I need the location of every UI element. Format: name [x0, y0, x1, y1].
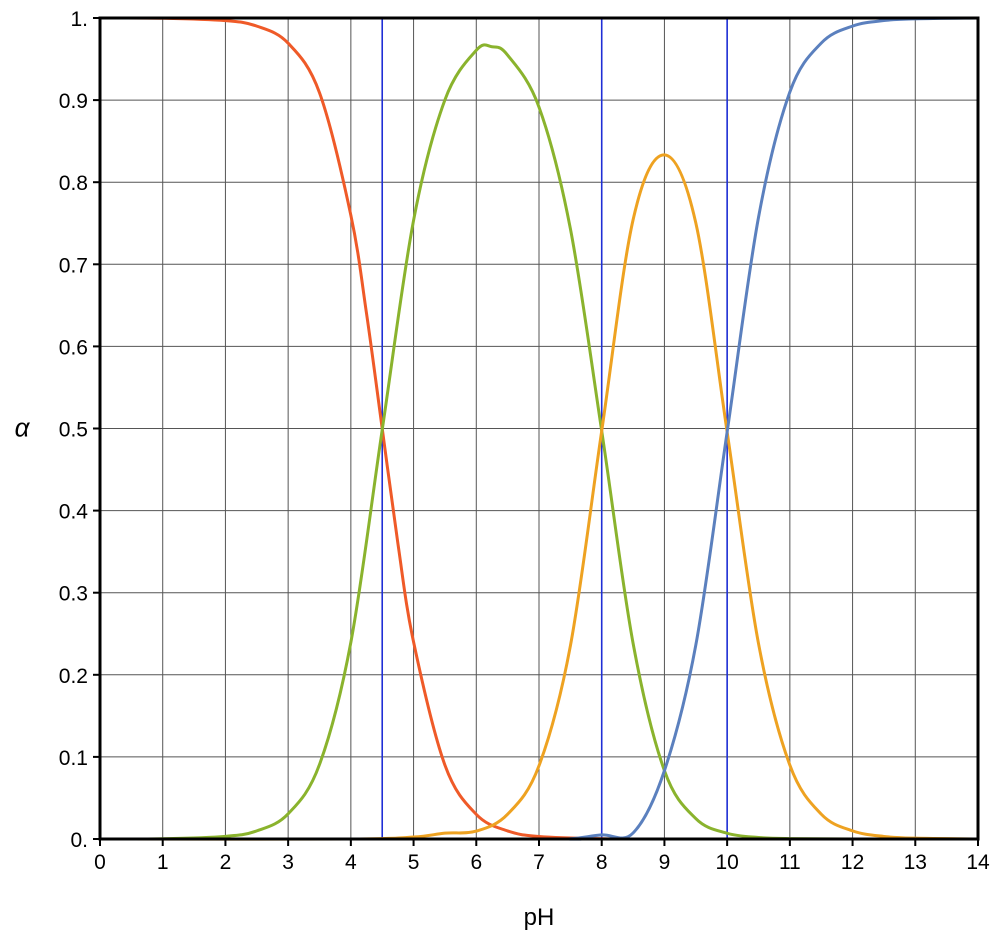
x-tick-label: 8	[596, 851, 608, 874]
x-tick-label: 6	[470, 851, 482, 874]
series-line-3	[99, 153, 979, 841]
x-tick-label: 7	[533, 851, 545, 874]
y-tick-label: 0.6	[59, 336, 88, 359]
x-tick-label: 2	[220, 851, 232, 874]
y-tick-label: 0.8	[59, 172, 88, 195]
y-tick-label: 0.	[70, 829, 88, 852]
y-tick-label: 0.7	[59, 254, 88, 277]
series-line-2	[99, 43, 978, 841]
y-tick-label: 0.4	[59, 501, 89, 524]
y-tick-label: 0.1	[59, 747, 88, 770]
x-tick-label: 13	[904, 851, 927, 874]
x-tick-label: 1	[157, 851, 169, 874]
x-tick-label: 4	[345, 851, 357, 874]
x-tick-label: 3	[282, 851, 294, 874]
y-axis-title: α	[15, 413, 31, 443]
y-tick-label: 0.9	[59, 90, 88, 113]
x-tick-label: 10	[715, 851, 738, 874]
y-axis-ticks: 0. 0.1 0.2 0.3 0.4 0.5 0.6 0.7 0.8 0.9 1.	[59, 8, 100, 852]
x-tick-label: 9	[659, 851, 671, 874]
x-axis-ticks: 0 1 2 3 4 5 6 7 8 9 10 11 12 13 14	[94, 839, 990, 874]
x-tick-label: 0	[94, 851, 106, 874]
grid-layer	[99, 17, 979, 840]
x-tick-label: 14	[966, 851, 990, 874]
x-tick-label: 5	[408, 851, 420, 874]
x-tick-label: 12	[841, 851, 864, 874]
x-axis-title: pH	[524, 904, 555, 931]
x-tick-label: 11	[779, 851, 801, 874]
y-tick-label: 1.	[70, 8, 88, 31]
y-tick-label: 0.2	[59, 665, 88, 688]
y-tick-label: 0.5	[59, 419, 88, 442]
y-tick-label: 0.3	[59, 583, 88, 606]
